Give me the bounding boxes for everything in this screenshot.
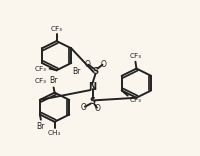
Text: CH₃: CH₃ [48,130,61,136]
Text: O: O [94,104,100,113]
Text: O: O [84,60,90,69]
Text: CF₃: CF₃ [129,97,141,103]
Text: Br: Br [49,76,57,85]
Text: S: S [92,67,98,76]
Text: CF₃: CF₃ [129,53,141,59]
Text: CF₃: CF₃ [50,26,62,32]
Text: Br: Br [72,67,80,76]
Text: CF₃: CF₃ [34,66,46,72]
Text: CF₃: CF₃ [34,78,46,84]
Text: S: S [89,97,95,106]
Text: O: O [100,60,106,69]
Text: O: O [80,103,86,112]
Text: Br: Br [37,122,45,131]
Text: N: N [88,82,96,92]
